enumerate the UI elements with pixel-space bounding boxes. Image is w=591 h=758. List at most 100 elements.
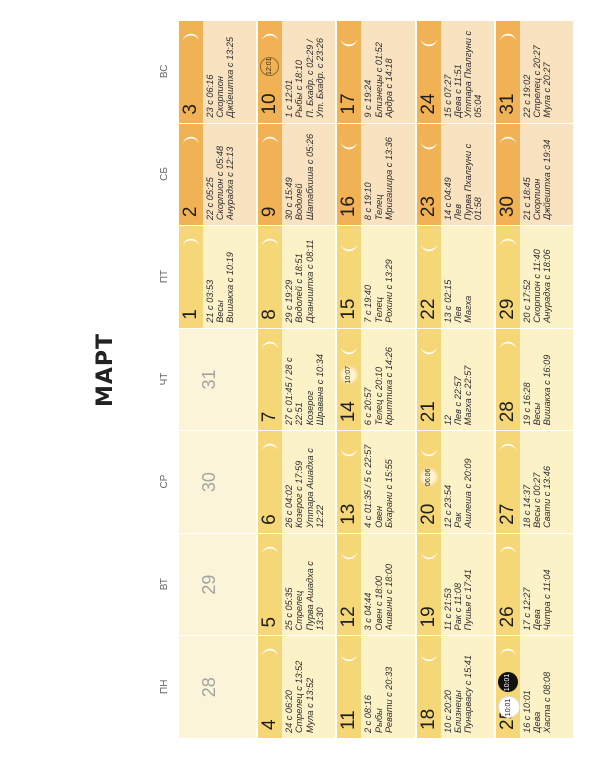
day-header: 27: [495, 431, 520, 533]
moon-phase-icon: [420, 441, 438, 459]
day-header: 2: [179, 123, 203, 226]
day-header: 10 12:01: [258, 21, 283, 123]
day-number: 30: [199, 472, 219, 493]
day-info: 19 с 16:28 Весы Вишакха с 16:09: [521, 354, 553, 426]
day-number: 9: [259, 206, 281, 218]
weekday-label: ПТ: [159, 269, 170, 284]
day-header: 31: [495, 21, 520, 123]
day-header: 1: [179, 226, 203, 328]
day-cell[interactable]: 11 2 с 08:16 Рыбы Ревати с 20:33: [337, 635, 415, 738]
day-cell[interactable]: 29 20 с 17:52 Скорпион с 11:40 Анурадха с…: [495, 225, 573, 328]
day-cell[interactable]: 18 10 с 20:20 Близнецы Пунарвасу с 15:41: [416, 635, 494, 738]
day-cell[interactable]: 7 27 с 01:45 / 28 с 22:51 Козерог Шравана…: [258, 327, 336, 431]
moon-phase-icon: [420, 339, 438, 357]
day-cell[interactable]: 30 21 с 18:45 Скорпион Джйештха с 19:34: [495, 122, 573, 226]
week-row: 28 29 30 31 1 21 с 03:53 Весы Вишакха с 10:19…: [179, 20, 257, 738]
day-number: 28: [496, 401, 518, 423]
day-cell[interactable]: 17 9 с 19:24 Близнецы с 01:52 Ардра с 14:…: [337, 20, 415, 123]
day-cell[interactable]: 26 17 с 12:27 Дева Читра с 11:04: [495, 532, 573, 636]
day-header: 4: [258, 636, 283, 738]
moon-phase-icon: [499, 31, 517, 49]
day-info: 27 с 01:45 / 28 с 22:51 Козерог Шравана …: [284, 354, 325, 426]
page-title: МАРТ: [93, 332, 118, 408]
day-number: 3: [180, 104, 201, 115]
day-number: 13: [338, 503, 360, 525]
day-cell[interactable]: 6 26 с 04:02 Козерог с 17:59 Уттара Ашадх…: [258, 430, 336, 533]
moon-phase-icon: [261, 134, 279, 152]
day-info: 20 с 17:52 Скорпион с 11:40 Анурадха с 1…: [521, 249, 553, 323]
day-info: 23 с 06:16 Скорпион Джйештха с 13:25: [205, 36, 236, 118]
day-cell[interactable]: 25 10:01 10:01 16 с 10:01 Дева Хаста с 08:0…: [495, 635, 573, 738]
day-number: 31: [496, 93, 518, 115]
day-cell[interactable]: 24 15 с 07:27 Дева с 11:51 Уттара Пхалгун…: [416, 20, 494, 123]
moon-phase-icon: [182, 134, 200, 152]
day-info: 21 с 03:53 Весы Вишакха с 10:19: [205, 252, 236, 323]
day-cell[interactable]: 9 30 с 15:49 Водолей Шатабхиша с 05:26: [258, 122, 336, 226]
day-cell[interactable]: 22 13 с 02:15 Лев Магха: [416, 225, 494, 328]
month-calendar: ПН ВТ СР ЧТ ПТ СБ ВС 28 29 30 31 1 21 с 03:53 Весы …: [155, 20, 575, 738]
day-number: 10: [259, 93, 281, 115]
day-cell[interactable]: 23 14 с 04:49 Лев Пурва Пхалгуни с 01:58: [416, 122, 494, 226]
day-cell[interactable]: 3 23 с 06:16 Скорпион Джйештха с 13:25: [179, 20, 257, 123]
day-cell[interactable]: 30: [179, 430, 257, 533]
day-cell[interactable]: 5 25 с 05:35 Стрелец Пурва Ашадха с 13:30: [258, 532, 336, 636]
day-info: 3 с 04:44 Овен с 18:00 Ашвини с 18:00: [363, 563, 394, 631]
day-number: 31: [199, 369, 219, 390]
day-cell[interactable]: 21 12 Лев с 22:57 Магха с 22:57: [416, 327, 494, 431]
day-info: 12 с 23:54 Рак Ашлеша с 20:09: [442, 458, 473, 528]
day-header: 18: [416, 636, 441, 738]
day-cell[interactable]: 20 06:06 12 с 23:54 Рак Ашлеша с 20:09: [416, 430, 494, 533]
day-header: 8: [258, 226, 283, 328]
day-info: 30 с 15:49 Водолей Шатабхиша с 05:26: [284, 133, 315, 221]
moon-phase-icon: [420, 236, 438, 254]
day-info: 22 с 19:02 Стрелец с 20:27 Мула с 20:27: [521, 45, 553, 118]
day-cell[interactable]: 14 10:07 6 с 20:57 Телец с 20:10 Криттика …: [337, 327, 415, 431]
day-info: 25 с 05:35 Стрелец Пурва Ашадха с 13:30: [284, 561, 325, 631]
day-cell[interactable]: 16 8 с 19:10 Телец Мригашира с 13:36: [337, 122, 415, 226]
day-info: 7 с 19:40 Телец Рохини с 13:29: [363, 259, 394, 323]
day-number: 2: [180, 206, 201, 218]
moon-phase-icon: [420, 134, 438, 152]
day-cell[interactable]: 28 19 с 16:28 Весы Вишакха с 16:09: [495, 327, 573, 431]
day-header: 20 06:06: [416, 431, 441, 533]
moon-phase-icon: [261, 441, 279, 459]
day-cell[interactable]: 15 7 с 19:40 Телец Рохини с 13:29: [337, 225, 415, 328]
day-cell[interactable]: 10 12:01 1 с 12:01 Рыбы с 18:10 П. Бхадр. …: [258, 20, 336, 123]
day-header: 28: [495, 328, 520, 431]
moon-phase-icon: [182, 31, 200, 49]
day-cell[interactable]: 28: [179, 635, 257, 738]
moon-phase-icon: [340, 441, 358, 459]
day-number: 8: [259, 309, 281, 320]
sun-time-badge: 06:06: [418, 467, 439, 488]
day-header: 11: [337, 636, 362, 738]
day-cell[interactable]: 8 29 с 19:29 Водолей с 18:51 Дхаништха с …: [258, 225, 336, 328]
weekday-label: ПН: [159, 679, 170, 694]
day-info: 15 с 07:27 Дева с 11:51 Уттара Пхалгуни …: [442, 30, 484, 118]
day-cell[interactable]: 1 21 с 03:53 Весы Вишакха с 10:19: [179, 225, 257, 328]
day-info: 2 с 08:16 Рыбы Ревати с 20:33: [363, 666, 394, 733]
day-cell[interactable]: 19 11 с 21:53 Рак с 11:08 Пушья с 17:41: [416, 532, 494, 636]
day-header: 9: [258, 123, 283, 226]
day-cell[interactable]: 13 4 с 01:35 / 5 с 22:57 Овен Бхарани с 1…: [337, 430, 415, 533]
day-header: 30: [495, 123, 520, 226]
day-header: 15: [337, 226, 362, 328]
day-cell[interactable]: 12 3 с 04:44 Овен с 18:00 Ашвини с 18:00: [337, 532, 415, 636]
weekday-label: СБ: [159, 167, 170, 181]
week-row: 25 10:01 10:01 16 с 10:01 Дева Хаста с 08:0…: [495, 20, 573, 738]
day-cell[interactable]: 29: [179, 532, 257, 636]
day-number: 15: [338, 298, 360, 320]
weekday-label: ВС: [159, 64, 170, 79]
day-number: 17: [338, 93, 360, 115]
day-number: 24: [417, 93, 439, 115]
day-cell[interactable]: 27 18 с 14:37 Весы с 00:27 Свати с 13:46: [495, 430, 573, 533]
day-number: 21: [417, 401, 439, 423]
day-cell[interactable]: 4 24 с 06:20 Стрелец с 13:52 Мула с 13:52: [258, 635, 336, 738]
moon-phase-icon: [499, 441, 517, 459]
day-cell[interactable]: 2 22 с 05:25 Скорпион с 05:48 Анурадха с …: [179, 122, 257, 226]
day-number: 12: [338, 606, 360, 628]
day-info: 12 Лев с 22:57 Магха с 22:57: [442, 365, 473, 426]
time-badge: 12:01: [260, 57, 280, 77]
day-number: 7: [259, 411, 281, 423]
day-cell[interactable]: 31: [179, 327, 257, 431]
day-cell[interactable]: 31 22 с 19:02 Стрелец с 20:27 Мула с 20:2…: [495, 20, 573, 123]
